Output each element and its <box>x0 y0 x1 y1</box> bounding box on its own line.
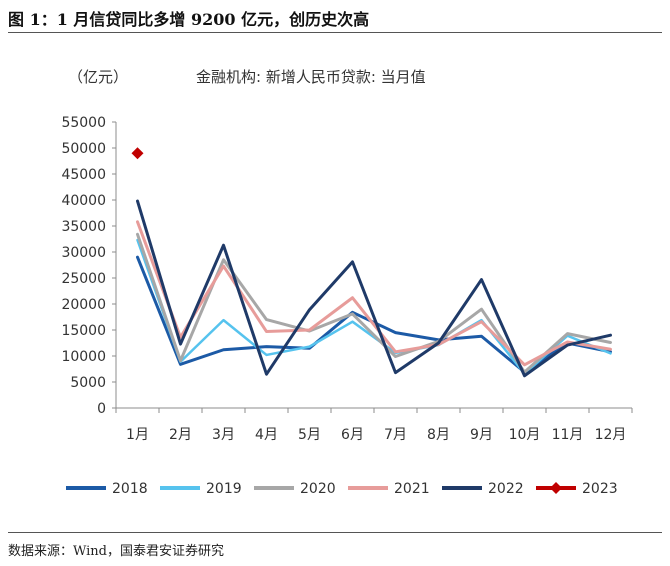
figure-title: 图 1：1 月信贷同比多增 9200 亿元，创历史次高 <box>8 10 370 29</box>
series-2022-line <box>136 199 612 378</box>
y-tick-label: 15000 <box>61 323 106 339</box>
x-tick-label: 7月 <box>384 427 407 443</box>
legend-label-2021: 2021 <box>394 481 430 497</box>
series-2020-line <box>136 232 612 374</box>
source-rule <box>8 532 662 533</box>
legend-label-2018: 2018 <box>112 481 148 497</box>
x-tick-label: 3月 <box>212 427 235 443</box>
x-tick-label: 6月 <box>341 427 364 443</box>
y-tick-label: 20000 <box>61 297 106 313</box>
y-tick-label: 30000 <box>61 245 106 261</box>
series-2021-line <box>136 220 612 367</box>
legend-label-2020: 2020 <box>300 481 336 497</box>
y-tick-label: 55000 <box>61 115 106 131</box>
x-tick-label: 5月 <box>298 427 321 443</box>
y-tick-label: 50000 <box>61 141 106 157</box>
legend-label-2023: 2023 <box>582 481 618 497</box>
y-unit-label: （亿元） <box>68 68 128 86</box>
legend-marker-2023 <box>550 482 562 494</box>
x-tick-label: 10月 <box>509 427 541 443</box>
x-tick-label: 9月 <box>470 427 493 443</box>
x-tick-label: 8月 <box>427 427 450 443</box>
title-rule <box>8 32 662 33</box>
y-tick-label: 5000 <box>70 375 106 391</box>
y-tick-label: 25000 <box>61 271 106 287</box>
chart-subtitle: 金融机构: 新增人民币贷款: 当月值 <box>196 68 426 86</box>
y-tick-label: 35000 <box>61 219 106 235</box>
series-2023-point <box>131 147 144 160</box>
legend-label-2019: 2019 <box>206 481 242 497</box>
x-tick-label: 1月 <box>126 427 149 443</box>
x-tick-label: 4月 <box>255 427 278 443</box>
line-chart: （亿元） 金融机构: 新增人民币贷款: 当月值 0 5000 10000 15000 2… <box>61 68 633 497</box>
x-tick-label: 2月 <box>169 427 192 443</box>
y-tick-label: 10000 <box>61 349 106 365</box>
source-note: 数据来源：Wind，国泰君安证券研究 <box>8 544 224 559</box>
y-tick-label: 40000 <box>61 193 106 209</box>
y-tick-label: 45000 <box>61 167 106 183</box>
y-tick-label: 0 <box>97 401 106 417</box>
legend-label-2022: 2022 <box>488 481 524 497</box>
x-tick-label: 11月 <box>552 427 584 443</box>
x-tick-label: 12月 <box>595 427 627 443</box>
